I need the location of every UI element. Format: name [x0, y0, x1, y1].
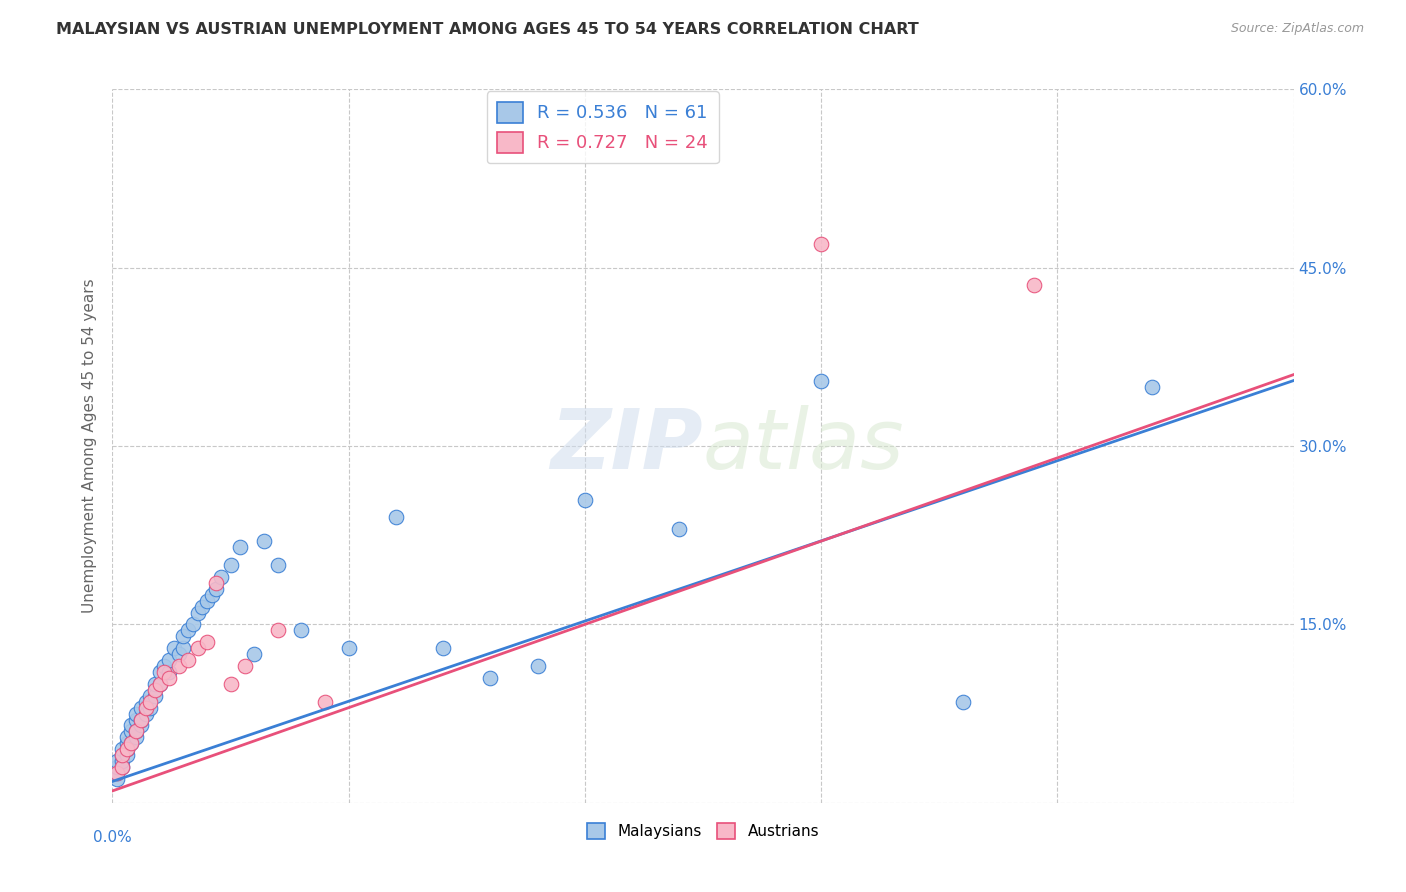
Point [219, 558, 242, 572]
Point [111, 748, 134, 763]
Point [105, 766, 128, 780]
Point [129, 718, 152, 732]
Point [135, 700, 157, 714]
Point [952, 695, 974, 709]
Point [337, 641, 360, 656]
Point [105, 754, 128, 768]
Text: 0.0%: 0.0% [93, 830, 132, 845]
Point [111, 760, 134, 774]
Point [135, 695, 157, 709]
Point [810, 374, 832, 388]
Point [105, 766, 128, 780]
Point [205, 575, 228, 590]
Point [267, 624, 290, 638]
Point [219, 677, 242, 691]
Point [432, 641, 454, 656]
Point [191, 599, 214, 614]
Point [181, 617, 204, 632]
Text: Source: ZipAtlas.com: Source: ZipAtlas.com [1230, 22, 1364, 36]
Point [115, 731, 138, 745]
Point [129, 700, 152, 714]
Point [105, 772, 128, 786]
Point [120, 718, 142, 732]
Text: ZIP: ZIP [550, 406, 703, 486]
Y-axis label: Unemployment Among Ages 45 to 54 years: Unemployment Among Ages 45 to 54 years [82, 278, 97, 614]
Point [479, 671, 502, 685]
Point [1022, 278, 1045, 293]
Legend: Malaysians, Austrians: Malaysians, Austrians [581, 817, 825, 845]
Point [149, 665, 172, 679]
Point [125, 713, 148, 727]
Text: MALAYSIAN VS AUSTRIAN UNEMPLOYMENT AMONG AGES 45 TO 54 YEARS CORRELATION CHART: MALAYSIAN VS AUSTRIAN UNEMPLOYMENT AMONG… [56, 22, 920, 37]
Point [120, 724, 142, 739]
Point [125, 706, 148, 721]
Point [111, 748, 134, 763]
Point [149, 677, 172, 691]
Point [120, 736, 142, 750]
Point [314, 695, 336, 709]
Point [267, 558, 290, 572]
Point [139, 689, 162, 703]
Point [167, 647, 190, 661]
Point [135, 706, 157, 721]
Point [290, 624, 312, 638]
Point [157, 653, 180, 667]
Point [115, 736, 138, 750]
Point [115, 742, 138, 756]
Point [177, 653, 200, 667]
Point [205, 582, 228, 596]
Point [243, 647, 266, 661]
Point [385, 510, 408, 524]
Point [139, 695, 162, 709]
Point [139, 700, 162, 714]
Point [253, 534, 276, 549]
Point [201, 588, 224, 602]
Point [810, 236, 832, 251]
Point [125, 724, 148, 739]
Point [233, 659, 256, 673]
Point [195, 593, 218, 607]
Point [163, 641, 186, 656]
Point [125, 731, 148, 745]
Point [143, 682, 166, 697]
Point [1140, 379, 1163, 393]
Point [153, 665, 176, 679]
Point [526, 659, 548, 673]
Point [186, 606, 208, 620]
Point [167, 659, 190, 673]
Point [177, 624, 200, 638]
Point [195, 635, 218, 649]
Point [143, 677, 166, 691]
Point [172, 641, 194, 656]
Point [143, 689, 166, 703]
Point [125, 724, 148, 739]
Text: atlas: atlas [703, 406, 904, 486]
Point [115, 742, 138, 756]
Point [157, 665, 180, 679]
Point [120, 736, 142, 750]
Point [129, 713, 152, 727]
Point [149, 677, 172, 691]
Point [209, 570, 232, 584]
Point [172, 629, 194, 643]
Point [111, 754, 134, 768]
Point [668, 522, 690, 536]
Point [111, 742, 134, 756]
Point [111, 760, 134, 774]
Point [115, 748, 138, 763]
Point [157, 671, 180, 685]
Point [153, 659, 176, 673]
Point [129, 713, 152, 727]
Point [229, 540, 252, 554]
Point [574, 492, 596, 507]
Point [105, 760, 128, 774]
Point [186, 641, 208, 656]
